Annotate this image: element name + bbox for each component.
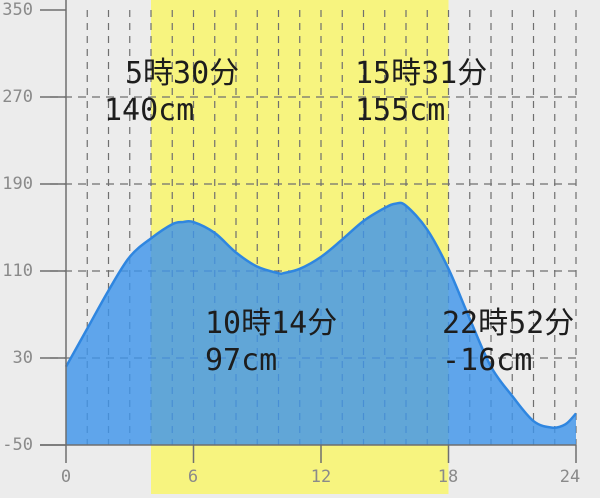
x-tick-label: 24: [560, 467, 580, 487]
y-tick-label: 110: [2, 261, 33, 281]
y-tick-label: 30: [13, 348, 33, 368]
tide-area: [66, 202, 576, 445]
x-tick-label: 0: [61, 467, 71, 487]
high-tide-2-time: 15時31分: [355, 56, 487, 91]
y-tick-label: -50: [2, 435, 33, 455]
x-tick-label: 18: [438, 467, 458, 487]
y-tick-label: 270: [2, 87, 33, 107]
high-tide-2-height: 155cm: [355, 93, 445, 128]
x-tick-label: 12: [311, 467, 331, 487]
high-tide-1-height: 140cm: [104, 93, 194, 128]
low-tide-2-height: -16cm: [442, 343, 532, 378]
tick-labels: -50 30 110 190 270 350 0 6 12 18 24: [2, 0, 580, 487]
y-tick-label: 190: [2, 174, 33, 194]
tide-curve-line: [64, 201, 577, 429]
axes: [40, 0, 577, 463]
tide-annotations: 5時30分 140cm 15時31分 155cm 10時14分 97cm 22時…: [104, 56, 574, 378]
low-tide-1-time: 10時14分: [205, 306, 337, 341]
low-tide-2-time: 22時52分: [442, 306, 574, 341]
x-tick-label: 6: [188, 467, 198, 487]
y-tick-label: 350: [2, 0, 33, 20]
high-tide-1-time: 5時30分: [125, 56, 239, 91]
low-tide-1-height: 97cm: [205, 343, 277, 378]
